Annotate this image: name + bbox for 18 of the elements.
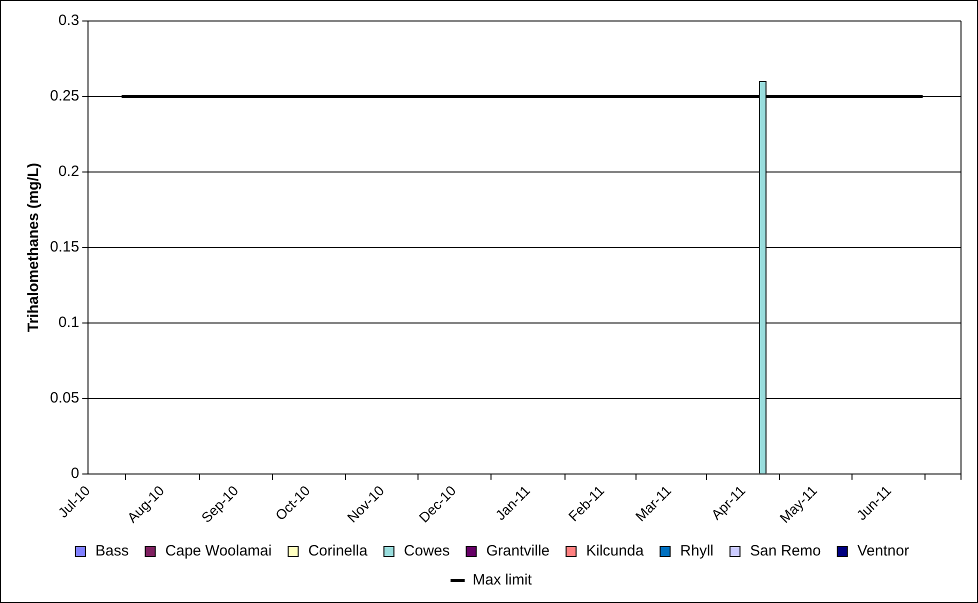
y-axis-title: Trihalomethanes (mg/L) — [25, 162, 42, 332]
y-tick-label: 0.1 — [58, 314, 80, 332]
legend-label: Grantville — [486, 542, 550, 560]
legend-label: Bass — [95, 542, 129, 560]
y-tick-label: 0.3 — [58, 12, 80, 30]
legend-label: Corinella — [308, 542, 368, 560]
legend-label: Ventnor — [857, 542, 910, 560]
y-tick-label: 0.15 — [50, 238, 80, 256]
legend-label: San Remo — [750, 542, 821, 560]
legend-label: Rhyll — [680, 542, 714, 560]
y-tick-label: 0 — [70, 464, 80, 482]
legend-label: Max limit — [472, 572, 533, 589]
y-tick-label: 0.2 — [58, 163, 80, 180]
legend-label: Kilcunda — [586, 542, 644, 560]
y-tick-label: 0.05 — [50, 390, 80, 407]
y-tick-label: 0.25 — [50, 88, 80, 105]
legend-label: Cape Woolamai — [165, 542, 272, 560]
legend-label: Cowes — [404, 542, 450, 560]
